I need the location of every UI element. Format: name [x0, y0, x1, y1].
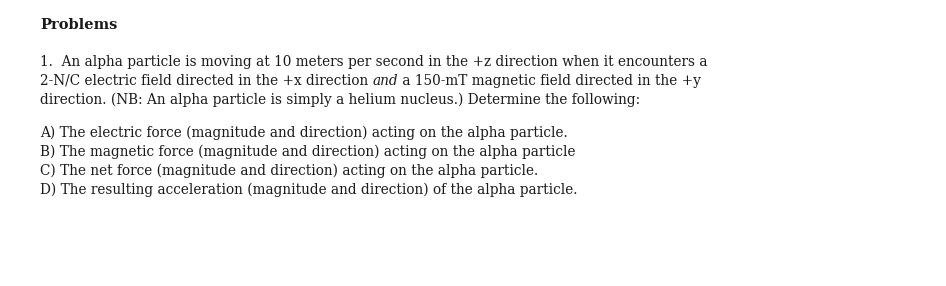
Text: B) The magnetic force (magnitude and direction) acting on the alpha particle: B) The magnetic force (magnitude and dir…	[40, 145, 575, 159]
Text: 2-N/C electric field directed in the +x direction: 2-N/C electric field directed in the +x …	[40, 74, 373, 88]
Text: a 150-mT magnetic field directed in the +y: a 150-mT magnetic field directed in the …	[398, 74, 701, 88]
Text: Problems: Problems	[40, 18, 117, 32]
Text: A) The electric force (magnitude and direction) acting on the alpha particle.: A) The electric force (magnitude and dir…	[40, 126, 568, 140]
Text: D) The resulting acceleration (magnitude and direction) of the alpha particle.: D) The resulting acceleration (magnitude…	[40, 183, 577, 197]
Text: C) The net force (magnitude and direction) acting on the alpha particle.: C) The net force (magnitude and directio…	[40, 164, 538, 178]
Text: direction. (NB: An alpha particle is simply a helium nucleus.) Determine the fol: direction. (NB: An alpha particle is sim…	[40, 93, 640, 107]
Text: 1.  An alpha particle is moving at 10 meters per second in the +z direction when: 1. An alpha particle is moving at 10 met…	[40, 55, 708, 69]
Text: and: and	[373, 74, 398, 88]
